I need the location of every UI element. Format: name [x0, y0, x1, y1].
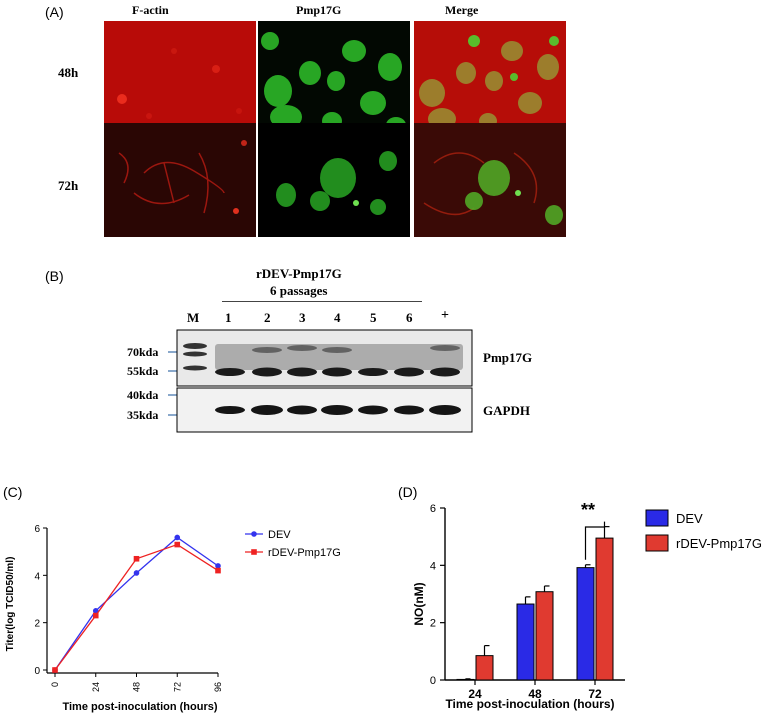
lane-label-6: 6	[406, 310, 413, 325]
chart-d-legend-swatch	[645, 509, 669, 527]
marker-35kda: 35kda	[127, 408, 159, 422]
chart-c-point	[174, 534, 181, 541]
chart-c-ytick-label: 4	[34, 571, 40, 582]
marker-55kda: 55kda	[127, 364, 159, 378]
chart-c-series-line	[54, 543, 219, 671]
column-label-factin: F-actin	[132, 3, 169, 17]
panel-b-label: (B)	[45, 268, 64, 284]
row-label-48h: 48h	[58, 65, 79, 80]
chart-d-bar	[535, 591, 554, 681]
micrograph-48h-factin	[104, 21, 256, 135]
column-label-merge: Merge	[445, 3, 479, 17]
chart-d-ylabel: NO(nM)	[412, 582, 426, 625]
chart-d-legend-label: rDEV-Pmp17G	[676, 536, 762, 551]
lane-label-1: 1	[225, 310, 232, 325]
chart-c-point	[92, 612, 99, 619]
band-label-gapdh: GAPDH	[483, 403, 530, 418]
chart-c-ytick-label: 0	[34, 666, 40, 677]
lane-label-m: M	[187, 310, 200, 325]
chart-c-point	[92, 608, 99, 614]
panel-a-label: (A)	[45, 4, 64, 20]
western-blot	[168, 329, 473, 433]
chart-d-ytick-label: 0	[430, 675, 436, 687]
chart-c-point	[133, 570, 140, 576]
lane-label-positive: +	[441, 308, 449, 323]
chart-c-ytick-label: 6	[34, 524, 40, 535]
chart-c-xtick-label: 24	[91, 682, 101, 692]
micrograph-72h-factin	[104, 123, 256, 237]
blot-header-passages: 6 passages	[270, 283, 328, 298]
lane-label-2: 2	[264, 310, 271, 325]
micrograph-48h-pmp17g	[258, 21, 410, 135]
chart-d-xtick-label: 24	[468, 687, 482, 701]
chart-c-legend-label: DEV	[268, 529, 291, 541]
marker-40kda: 40kda	[127, 388, 159, 402]
chart-c-xtick-label: 0	[50, 682, 60, 687]
micrograph-72h-merge	[414, 123, 566, 237]
chart-d-ytick-label: 4	[430, 560, 436, 572]
chart-d-bar	[576, 567, 595, 681]
micrograph-72h-pmp17g	[258, 123, 410, 237]
chart-c-point	[52, 667, 58, 673]
band-label-pmp17g: Pmp17G	[483, 350, 533, 365]
chart-d-legend-swatch	[645, 534, 669, 552]
chart-d-bar	[516, 603, 535, 681]
blot-header-construct: rDEV-Pmp17G	[256, 266, 342, 281]
chart-c-point	[133, 555, 140, 562]
row-label-72h: 72h	[58, 178, 79, 193]
chart-d-ytick-label: 2	[430, 618, 436, 630]
micrograph-48h-merge	[414, 21, 566, 135]
chart-c-ytick-label: 2	[34, 619, 40, 630]
lane-label-3: 3	[299, 310, 306, 325]
blot-header-divider	[222, 301, 422, 302]
chart-d-xtick-label: 72	[588, 687, 602, 701]
significance-bracket	[584, 521, 606, 560]
lane-label-5: 5	[370, 310, 377, 325]
panel-d-label: (D)	[398, 484, 418, 500]
chart-c-xtick-label: 96	[213, 682, 223, 692]
chart-c-point	[215, 563, 221, 569]
chart-c-xtick-label: 72	[172, 682, 182, 692]
chart-d-legend-label: DEV	[676, 511, 703, 526]
marker-70kda: 70kda	[127, 345, 159, 359]
chart-d-ytick-label: 6	[430, 503, 436, 515]
chart-d-bar	[456, 678, 475, 681]
chart-c-xlabel: Time post-inoculation (hours)	[62, 701, 217, 713]
column-label-pmp17g: Pmp17G	[296, 3, 342, 17]
chart-c-point	[215, 567, 221, 574]
chart-d-xlabel: Time post-inoculation (hours)	[445, 697, 614, 711]
chart-c-legend-label: rDEV-Pmp17G	[268, 547, 341, 559]
chart-c-point	[174, 541, 181, 548]
lane-label-4: 4	[334, 310, 341, 325]
chart-c-legend-marker	[251, 549, 257, 555]
chart-d-bar	[475, 655, 494, 681]
chart-d-bar	[595, 537, 614, 681]
significance-marker: **	[581, 500, 595, 520]
panel-c-label: (C)	[3, 484, 23, 500]
chart-c-xtick-label: 48	[132, 682, 142, 692]
chart-d-xtick-label: 48	[528, 687, 542, 701]
chart-c-legend-marker	[251, 531, 257, 537]
chart-c-ylabel: Titer(log TCID50/ml)	[5, 557, 16, 652]
